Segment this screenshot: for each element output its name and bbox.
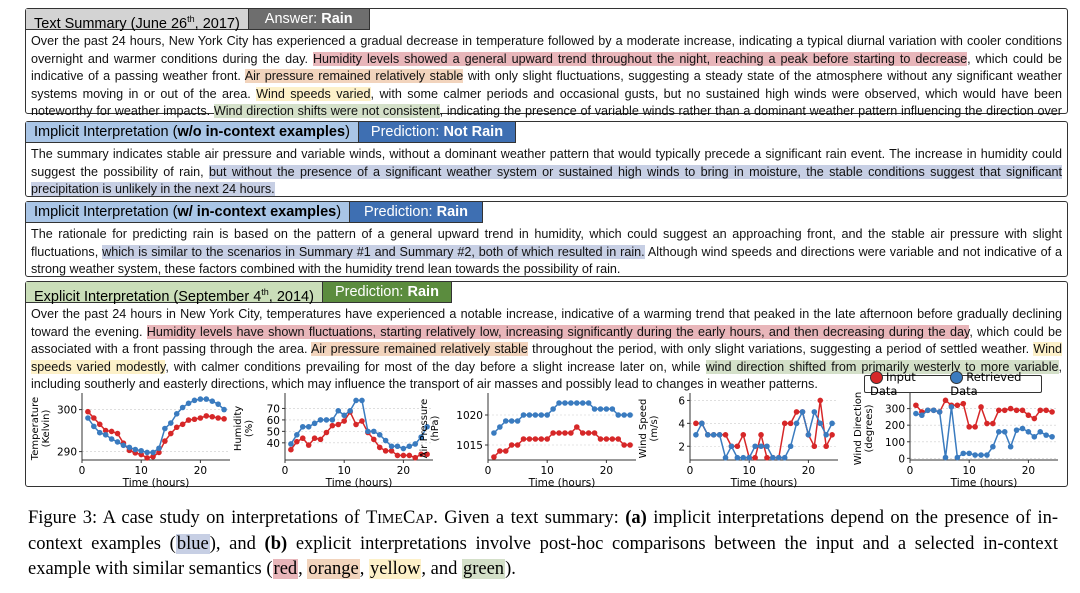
text-segment: implicit interpretations depend on the p…: [28, 508, 1058, 554]
text-segment: The summary indicates stable air pressur…: [31, 147, 1062, 179]
highlight-yellow: yellow: [369, 559, 422, 579]
panel-header: Implicit Interpretation (w/o in-context …: [26, 122, 1067, 143]
text-segment: , which could be associated with a front…: [31, 324, 1062, 357]
text-segment: Figure 3: A case study on interpretation…: [28, 508, 378, 528]
explicit-text: Over the past 24 hours in New York City,…: [26, 303, 1067, 394]
panel-header: Text Summary (June 26th, 2017) Answer: R…: [26, 9, 1067, 32]
red-dot-icon: [870, 371, 883, 384]
prediction-badge: Prediction: Rain: [350, 202, 484, 223]
implicit-wo-text: The summary indicates stable air pressur…: [26, 143, 1067, 199]
text-segment: Over the past 24 hours, New York City ha…: [31, 34, 1062, 66]
highlight-red: red: [272, 559, 299, 579]
chart-legend: Input Data Retrieved Data: [864, 370, 1042, 398]
highlight-red: Humidity levels showed a general upward …: [312, 51, 968, 66]
highlight-green: wind direction shifted from primarily we…: [705, 359, 1059, 374]
summary-title: Text Summary (June 26th, 2017): [26, 9, 249, 32]
text-segment: ), and: [209, 534, 265, 554]
highlight-blue: blue: [175, 534, 210, 554]
summary-text: Over the past 24 hours, New York City ha…: [26, 30, 1067, 138]
text-segment: , which could be indicative of a passing…: [31, 51, 1063, 84]
text-segment: Over the past 24 hours in New York City,…: [31, 307, 1062, 339]
highlight-red: Humidity levels have shown fluctuations,…: [146, 324, 970, 339]
text-segment: (b): [264, 534, 288, 554]
highlight-green: Wind direction shifts were not consisten…: [213, 104, 440, 118]
highlight-orange: orange: [307, 559, 360, 579]
text-segment: throughout the period, with only slight …: [527, 342, 1034, 356]
prediction-badge: Prediction: Not Rain: [358, 122, 517, 143]
text-summary-panel: Text Summary (June 26th, 2017) Answer: R…: [25, 8, 1068, 136]
implicit-w-text: The rationale for predicting rain is bas…: [26, 223, 1067, 279]
implicit-wo-title: Implicit Interpretation (w/o in-context …: [26, 122, 359, 143]
explicit-title: Explicit Interpretation (September 4th, …: [26, 282, 323, 305]
text-segment: C: [402, 508, 416, 528]
text-segment: AP: [415, 512, 434, 527]
highlight-orange: Air pressure remained relatively stable: [244, 69, 464, 83]
text-segment: (a): [625, 508, 647, 528]
figure-caption: Figure 3: A case study on interpretation…: [28, 506, 1058, 582]
text-segment: IME: [377, 512, 403, 527]
implicit-w-panel: Implicit Interpretation (w/ in-context e…: [25, 201, 1068, 277]
text-segment: . Given a text summary:: [433, 508, 626, 528]
text-segment: explicit interpretations involve post-ho…: [28, 534, 1058, 579]
text-segment: , including southerly and easterly direc…: [31, 359, 1062, 392]
highlight-blue: which is similar to the scenarios in Sum…: [102, 244, 645, 259]
panel-header: Implicit Interpretation (w/ in-context e…: [26, 202, 1067, 223]
text-segment: ,: [298, 559, 308, 579]
text-segment: , with some calmer periods and occasiona…: [31, 86, 1062, 119]
implicit-w-title: Implicit Interpretation (w/ in-context e…: [26, 202, 351, 223]
text-segment: with only slight fluctuations, suggestin…: [31, 69, 1062, 101]
prediction-badge: Prediction: Rain: [322, 282, 452, 303]
answer-badge: Answer: Rain: [248, 9, 370, 30]
text-segment: , with calmer conditions prevailing for …: [165, 359, 706, 374]
text-segment: Although wind speeds and directions were…: [31, 244, 1062, 277]
explicit-panel: Explicit Interpretation (September 4th, …: [25, 281, 1068, 487]
legend-input: Input Data: [870, 370, 916, 398]
highlight-yellow: Wind speeds varied: [256, 86, 371, 101]
legend-retrieved: Retrieved Data: [950, 370, 1022, 398]
highlight-green: green: [461, 559, 506, 579]
blue-dot-icon: [950, 371, 964, 384]
implicit-wo-panel: Implicit Interpretation (w/o in-context …: [25, 121, 1068, 197]
text-segment: ,: [359, 559, 370, 579]
text-segment: ).: [505, 559, 516, 579]
text-segment: , and: [421, 559, 462, 579]
text-segment: The rationale for predicting rain is bas…: [31, 227, 1062, 259]
highlight-orange: Air pressure remained relatively stable: [310, 342, 528, 356]
panel-header: Explicit Interpretation (September 4th, …: [26, 282, 1067, 305]
